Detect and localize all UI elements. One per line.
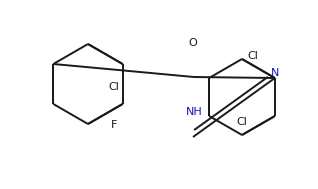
Text: F: F	[111, 120, 118, 130]
Text: Cl: Cl	[237, 117, 247, 127]
Text: Cl: Cl	[109, 82, 120, 92]
Text: NH: NH	[186, 107, 202, 117]
Text: O: O	[189, 38, 197, 48]
Text: Cl: Cl	[247, 51, 258, 61]
Text: N: N	[271, 68, 279, 78]
